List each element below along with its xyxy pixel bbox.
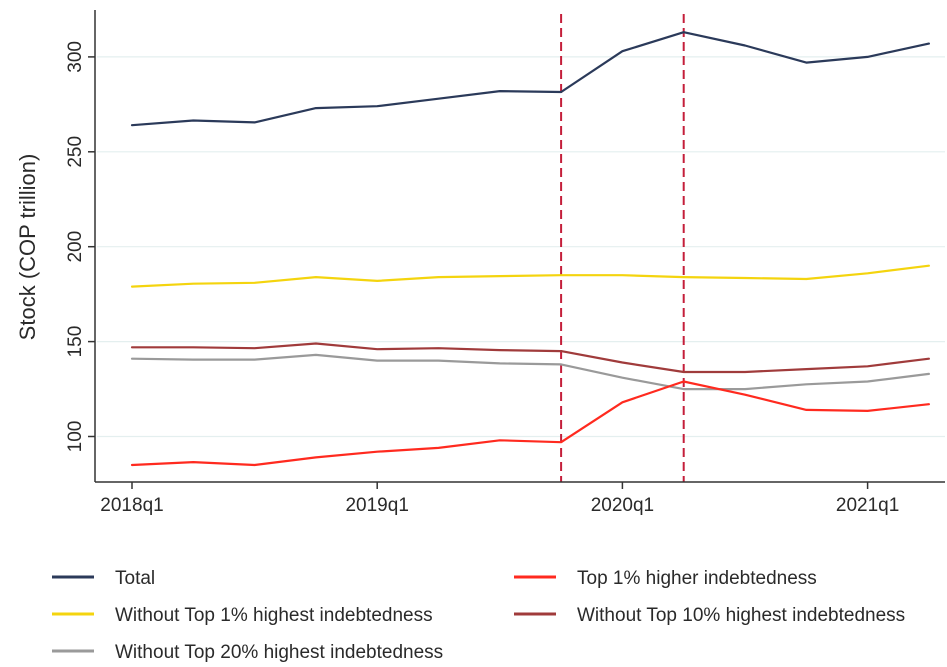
axes: 100 150 200 250 300 2018q1 2019q1 2020q1 2021q1 (65, 10, 945, 516)
legend-item: Without Top 1% highest indebtedness (52, 605, 433, 626)
series-line-top-1-higher-indebtedness (130, 380, 931, 467)
series-lines (130, 31, 931, 467)
x-tick-label: 2019q1 (345, 495, 408, 516)
legend-label: Total (115, 568, 155, 589)
series-line-without-top-10-highest-indebtedness (130, 342, 931, 374)
legend-label: Without Top 20% highest indebtedness (115, 642, 443, 662)
legend-item: Without Top 10% highest indebtedness (514, 605, 905, 626)
y-tick-label: 150 (65, 326, 86, 358)
legend-item: Without Top 20% highest indebtedness (52, 642, 443, 663)
legend: Total Top 1% higher indebtedness Without T… (52, 568, 905, 663)
vertical-markers (560, 14, 685, 482)
y-axis-label: Stock (COP trillion) (15, 154, 40, 341)
x-tick-label: 2018q1 (100, 495, 163, 516)
legend-item: Total (52, 568, 155, 589)
y-tick-label: 300 (65, 41, 86, 73)
gridlines (97, 56, 945, 438)
series-line-total (130, 31, 931, 127)
y-tick-label: 250 (65, 136, 86, 168)
legend-label: Without Top 1% highest indebtedness (115, 605, 433, 626)
x-tick-label: 2020q1 (591, 495, 654, 516)
series-line-without-top-1-highest-indebtedness (130, 264, 931, 288)
series-line-without-top-20-highest-indebtedness (130, 353, 931, 391)
legend-label: Top 1% higher indebtedness (577, 568, 817, 589)
x-tick-label: 2021q1 (836, 495, 899, 516)
y-tick-label: 100 (65, 421, 86, 453)
legend-item: Top 1% higher indebtedness (514, 568, 817, 589)
y-tick-label: 200 (65, 231, 86, 263)
legend-label: Without Top 10% highest indebtedness (577, 605, 905, 626)
